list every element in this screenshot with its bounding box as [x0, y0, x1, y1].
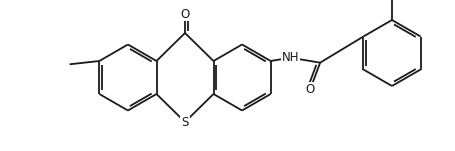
Text: S: S — [181, 116, 189, 129]
Text: O: O — [180, 8, 190, 21]
Text: O: O — [306, 83, 315, 96]
Text: NH: NH — [282, 51, 299, 64]
